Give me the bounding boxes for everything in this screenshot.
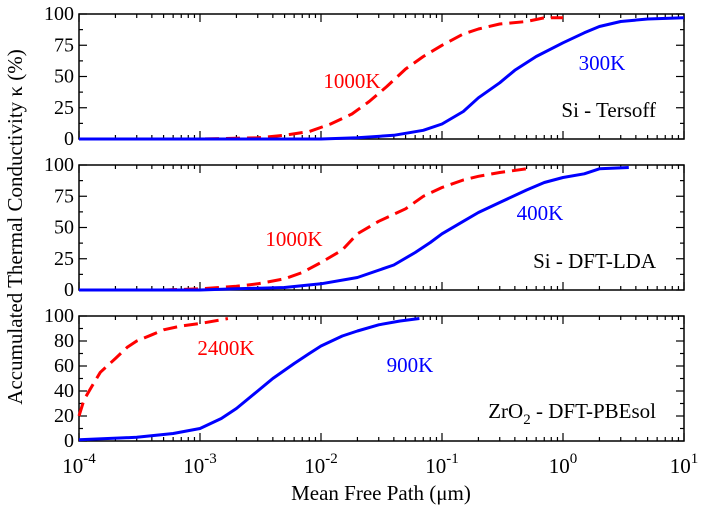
x-tick-base: 10 xyxy=(549,454,570,478)
x-tick-base: 10 xyxy=(425,454,446,478)
x-tick-labels: 10-4 10-3 10-2 10-1 100 101 xyxy=(62,451,698,478)
y-axis: 0 20 40 60 80 100 xyxy=(44,305,684,452)
x-tick-exponent: -1 xyxy=(446,451,459,467)
series-line-900K xyxy=(78,317,420,442)
y-tick-label: 25 xyxy=(54,97,74,119)
x-ticks xyxy=(78,316,685,441)
y-tick-label: 75 xyxy=(54,185,74,207)
series-line-2400K xyxy=(77,317,229,417)
panel-label-main: ZrO xyxy=(488,399,523,423)
x-tick-exponent: -3 xyxy=(204,451,217,467)
x-tick-base: 10 xyxy=(62,454,83,478)
panel-label-subscript: 2 xyxy=(523,412,531,428)
y-tick-label: 100 xyxy=(44,154,74,176)
y-tick-label: 20 xyxy=(54,405,74,427)
x-tick-label: 10-3 xyxy=(183,451,217,478)
y-axis-title: Accumulated Thermal Conductivity κ (%) xyxy=(3,49,27,404)
x-tick-label: 10-2 xyxy=(304,451,338,478)
y-tick-label: 100 xyxy=(44,3,74,25)
series-label-1000K: 1000K xyxy=(265,227,322,251)
panel-label-tail: - DFT-PBEsol xyxy=(531,399,656,423)
x-axis-title: Mean Free Path (μm) xyxy=(291,481,471,505)
series-label-400K: 400K xyxy=(517,201,564,225)
x-tick-label: 100 xyxy=(549,451,578,478)
y-axis: 0 25 50 75 100 xyxy=(44,154,684,301)
series-label-300K: 300K xyxy=(579,51,626,75)
series-line-1000K xyxy=(79,16,563,141)
x-tick-label: 101 xyxy=(670,451,699,478)
x-tick-exponent: 0 xyxy=(570,451,578,467)
series-label-900K: 900K xyxy=(387,353,434,377)
y-tick-label: 50 xyxy=(54,66,74,88)
y-tick-label: 100 xyxy=(44,305,74,327)
series-label-2400K: 2400K xyxy=(197,336,254,360)
panel-label: Si - DFT-LDA xyxy=(533,249,657,273)
panel-label: Si - Tersoff xyxy=(561,98,656,122)
x-ticks xyxy=(78,14,685,139)
x-tick-base: 10 xyxy=(670,454,691,478)
x-tick-label: 10-1 xyxy=(425,451,459,478)
y-tick-label: 40 xyxy=(54,380,74,402)
series-label-1000K: 1000K xyxy=(323,69,380,93)
x-tick-exponent: -2 xyxy=(325,451,338,467)
panel-2: 0 25 50 75 100 1000K 400K Si - DFT-LDA xyxy=(44,154,685,301)
x-tick-exponent: 1 xyxy=(691,451,699,467)
x-tick-base: 10 xyxy=(304,454,325,478)
panel-1: 0 25 50 75 100 1000K 300K Si - Tersoff xyxy=(44,3,685,150)
y-tick-label: 60 xyxy=(54,355,74,377)
x-tick-base: 10 xyxy=(183,454,204,478)
series-line-1000K xyxy=(79,167,527,292)
x-tick-exponent: -4 xyxy=(83,451,96,467)
y-tick-label: 25 xyxy=(54,248,74,270)
y-tick-label: 75 xyxy=(54,34,74,56)
y-tick-label: 80 xyxy=(54,330,74,352)
panel-3: 0 20 40 60 80 100 2400K 900K ZrO2 - DFT-PBEsol xyxy=(44,305,685,452)
series-line-300K xyxy=(79,16,685,141)
y-tick-label: 0 xyxy=(64,128,74,150)
y-tick-label: 50 xyxy=(54,217,74,239)
y-axis: 0 25 50 75 100 xyxy=(44,3,684,150)
panel-label: ZrO2 - DFT-PBEsol xyxy=(488,399,656,428)
series-line-400K xyxy=(79,166,629,292)
x-tick-label: 10-4 xyxy=(62,451,96,478)
y-tick-label: 0 xyxy=(64,430,74,452)
y-tick-label: 0 xyxy=(64,279,74,301)
